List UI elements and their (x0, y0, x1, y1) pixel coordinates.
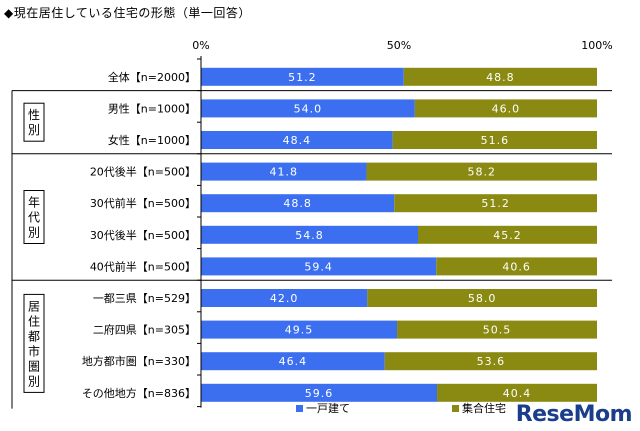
bar-segment (414, 99, 597, 118)
bar-segment (366, 162, 597, 181)
legend-label: 集合住宅 (462, 401, 506, 415)
bar-segment (201, 67, 404, 86)
bar-segment (201, 352, 385, 371)
bar-segment (418, 225, 597, 244)
bar-segment (201, 225, 419, 244)
data-label: 49.5 (285, 324, 314, 337)
bar-segment (437, 383, 597, 402)
bar-segment (367, 289, 597, 307)
category-label: 30代後半【n=500】 (90, 228, 196, 242)
data-label: 45.2 (493, 229, 522, 242)
group-label: 年代別 (28, 196, 40, 240)
legend-label: 一戸建て (306, 401, 350, 415)
category-label: 地方都市圏【n=330】 (82, 354, 196, 368)
bar-segment (394, 194, 597, 213)
legend-swatch (452, 405, 459, 412)
data-label: 40.6 (502, 260, 531, 273)
data-label: 48.8 (283, 197, 312, 210)
data-label: 53.6 (477, 355, 506, 368)
data-label: 42.0 (270, 292, 299, 305)
bar-segment (201, 383, 438, 402)
category-label: 30代前半【n=500】 (90, 196, 196, 210)
data-label: 54.0 (294, 102, 323, 115)
data-label: 51.2 (288, 71, 317, 84)
bar-segment (201, 257, 437, 276)
bar-segment (201, 131, 393, 149)
bar-segment (436, 257, 597, 276)
bar-segment (384, 352, 597, 371)
group-label-box (23, 293, 45, 393)
bar-segment (201, 194, 395, 213)
category-label: 一都三県【n=529】 (93, 292, 196, 305)
x-tick-label: 0% (192, 39, 209, 52)
legend-swatch (296, 405, 303, 412)
data-label: 50.5 (483, 324, 512, 337)
bar-segment (201, 320, 398, 339)
data-label: 58.2 (468, 166, 497, 179)
data-label: 59.6 (305, 387, 334, 400)
category-label: 全体【n=2000】 (108, 70, 196, 84)
chart-title: ◆現在居住している住宅の形態（単一回答） (4, 6, 251, 20)
category-label: その他地方【n=836】 (82, 386, 196, 400)
data-label: 58.0 (468, 292, 497, 305)
data-label: 51.2 (481, 197, 510, 210)
data-label: 40.4 (503, 387, 532, 400)
group-label-box (23, 102, 45, 142)
bar-segment (403, 67, 597, 86)
data-label: 46.0 (492, 102, 521, 115)
group-label: 性別 (28, 108, 40, 137)
bar-segment (397, 320, 597, 339)
bar-segment (201, 289, 368, 307)
data-label: 54.8 (295, 229, 324, 242)
group-label-box (23, 190, 45, 244)
category-label: 二府四県【n=305】 (93, 323, 196, 337)
group-label: 居住都市圏別 (28, 299, 40, 388)
data-label: 48.4 (283, 134, 312, 147)
data-label: 51.6 (481, 134, 510, 147)
category-label: 男性【n=1000】 (108, 101, 196, 115)
data-label: 48.8 (486, 71, 515, 84)
bar-segment (201, 99, 415, 118)
bar-segment (392, 131, 597, 149)
category-label: 40代前半【n=500】 (90, 259, 196, 273)
data-label: 41.8 (270, 166, 299, 179)
bar-segment (201, 162, 367, 181)
category-label: 女性【n=1000】 (108, 133, 196, 147)
category-label: 20代後半【n=500】 (90, 165, 196, 179)
data-label: 46.4 (279, 355, 308, 368)
data-label: 59.4 (304, 260, 333, 273)
watermark-logo: ReseMom (515, 402, 633, 427)
x-tick-label: 50% (387, 39, 411, 52)
x-tick-label: 100% (581, 39, 612, 52)
